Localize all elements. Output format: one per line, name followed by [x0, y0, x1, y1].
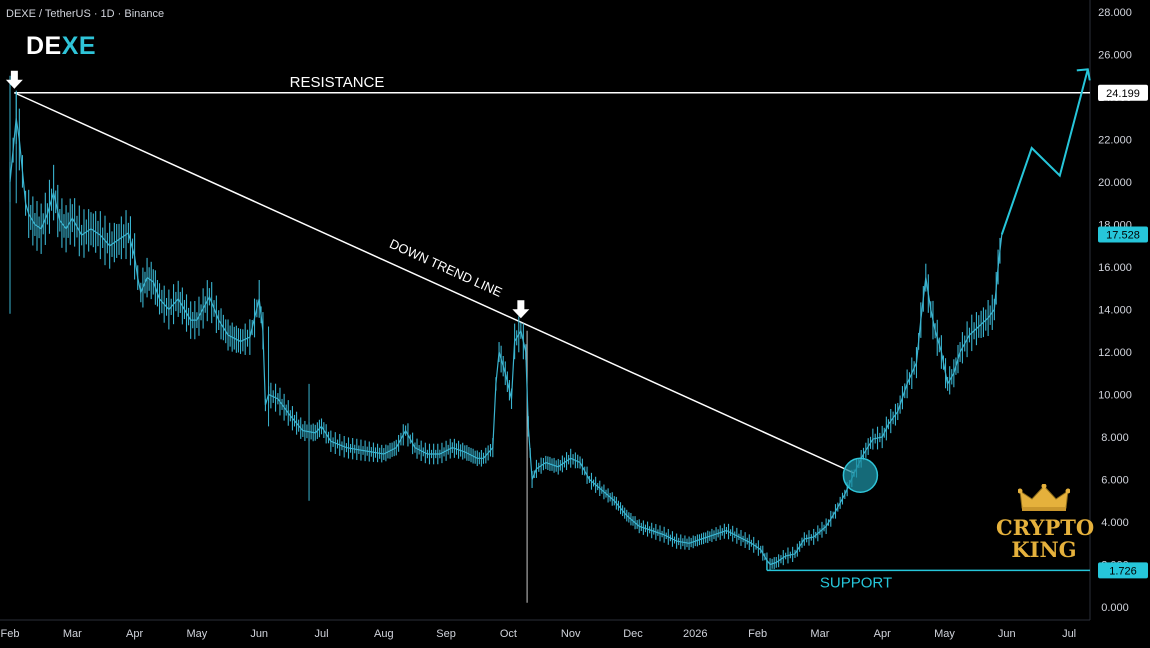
x-tick-label: May [187, 628, 208, 640]
current-price-tag [1098, 226, 1148, 243]
logo-part-1: DE [26, 32, 62, 60]
y-tick-label: 12.000 [1098, 347, 1132, 359]
y-tick-label: 8.000 [1101, 432, 1129, 444]
crypto-king-watermark: CRYPTO KING [996, 483, 1095, 562]
y-tick-label: 26.000 [1098, 50, 1132, 62]
resistance-label: RESISTANCE [290, 74, 385, 91]
x-tick-label: Aug [374, 628, 394, 640]
x-tick-label: May [934, 628, 955, 640]
x-tick-label: Apr [126, 628, 143, 640]
x-tick-label: 2026 [683, 628, 707, 640]
down-trend-line[interactable] [14, 92, 855, 474]
x-tick-label: Feb [748, 628, 767, 640]
down-arrow-icon [512, 300, 530, 319]
logo-part-2: XE [61, 32, 97, 60]
current-price-tag-label: 17.528 [1106, 230, 1140, 242]
down-trend-line-label: DOWN TREND LINE [387, 236, 504, 300]
x-tick-label: Mar [810, 628, 829, 640]
price-series-line[interactable] [9, 118, 1003, 566]
x-tick-label: Nov [561, 628, 581, 640]
support-price-tag [1098, 562, 1148, 579]
y-tick-label: 14.000 [1098, 305, 1132, 317]
down-arrow-icon [5, 70, 23, 89]
dexe-logo: DEXE [26, 32, 96, 61]
x-tick-label: Mar [63, 628, 82, 640]
y-tick-label: 20.000 [1098, 177, 1132, 189]
brand-line-2: KING [1011, 537, 1077, 562]
x-tick-label: Apr [874, 628, 891, 640]
x-tick-label: Jun [250, 628, 268, 640]
x-tick-label: Jul [314, 628, 328, 640]
x-tick-label: Jun [998, 628, 1016, 640]
y-tick-label: 0.000 [1101, 602, 1129, 614]
y-tick-label: 28.000 [1098, 7, 1132, 19]
symbol-header[interactable]: DEXE / TetherUS · 1D · Binance [6, 8, 165, 20]
y-tick-label: 22.000 [1098, 135, 1132, 147]
y-tick-label: 16.000 [1098, 262, 1132, 274]
support-label: SUPPORT [820, 574, 892, 591]
projection-path[interactable] [1000, 69, 1089, 235]
y-tick-label: 6.000 [1101, 475, 1129, 487]
x-tick-label: Jul [1062, 628, 1076, 640]
x-tick-label: Dec [623, 628, 643, 640]
resistance-price-tag [1098, 84, 1148, 101]
x-tick-label: Sep [436, 628, 456, 640]
crown-icon [1017, 483, 1071, 511]
y-tick-label: 4.000 [1101, 517, 1129, 529]
y-tick-label: 10.000 [1098, 390, 1132, 402]
support-price-tag-label: 1.726 [1109, 565, 1137, 577]
x-tick-label: Oct [500, 628, 517, 640]
breakout-circle-marker[interactable] [842, 457, 879, 493]
x-tick-label: Feb [1, 628, 20, 640]
resistance-price-tag-label: 24.199 [1106, 88, 1140, 100]
projection-arrowhead [1076, 68, 1091, 81]
brand-line-1: CRYPTO [996, 515, 1095, 540]
